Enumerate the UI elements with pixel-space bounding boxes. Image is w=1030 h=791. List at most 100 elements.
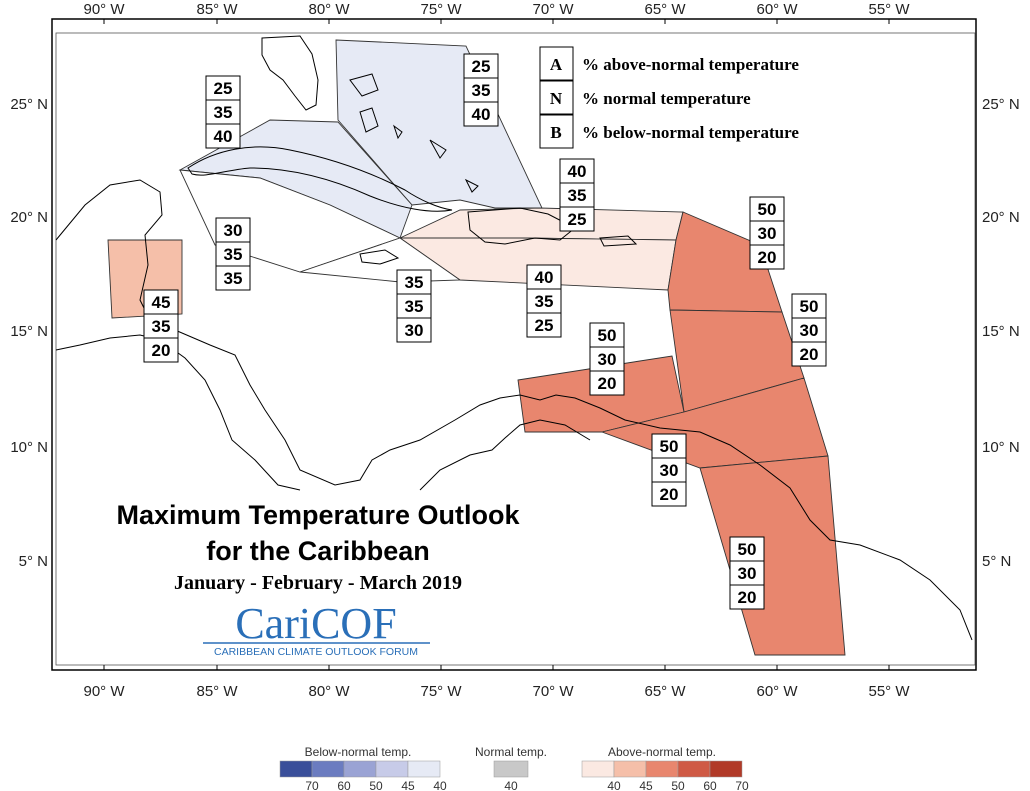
lon-label: 90° W (83, 1, 125, 18)
prob-value-A: 50 (738, 540, 757, 559)
prob-cell (651, 481, 687, 507)
lon-label: 65° W (644, 683, 686, 700)
colorbar-tick: 70 (305, 779, 319, 791)
prob-value-N: 30 (598, 350, 617, 369)
prob-value-N: 35 (472, 81, 491, 100)
prob-value-B: 40 (472, 105, 491, 124)
prob-cell (396, 317, 432, 343)
colorbar-swatch (709, 760, 743, 778)
prob-cell (589, 322, 625, 348)
prob-cell (559, 206, 595, 232)
map-title: Maximum Temperature Outlook for the Cari… (116, 500, 520, 594)
colorbar-swatch (613, 760, 647, 778)
colorbar-above-title: Above-normal temp. (608, 745, 716, 759)
lon-label: 60° W (756, 1, 798, 18)
prob-value-N: 35 (214, 103, 233, 122)
prob-value-B: 30 (405, 321, 424, 340)
inner-frame (55, 32, 976, 666)
logo-subtitle: CARIBBEAN CLIMATE OUTLOOK FORUM (214, 646, 418, 658)
prob-cell (396, 269, 432, 295)
prob-value-A: 35 (405, 273, 424, 292)
lat-label: 5° N (19, 553, 48, 570)
lon-labels-bottom: 90° W 85° W 80° W 75° W 70° W 65° W 60° … (83, 683, 910, 700)
lon-label: 55° W (868, 1, 910, 18)
prob-value-B: 20 (152, 341, 171, 360)
prob-value-A: 25 (472, 57, 491, 76)
prob-cell (205, 75, 241, 101)
prob-value-N: 30 (758, 224, 777, 243)
title-line1: Maximum Temperature Outlook (116, 500, 520, 530)
lon-label: 80° W (308, 683, 350, 700)
logo-name: CariCOF (235, 599, 396, 648)
colorbar-swatch (493, 760, 529, 778)
prob-value-A: 40 (535, 268, 554, 287)
prob-value-A: 45 (152, 293, 171, 312)
prob-value-N: 30 (800, 321, 819, 340)
prob-value-B: 20 (598, 374, 617, 393)
colorbar-swatch (311, 760, 345, 778)
lat-label: 10° N (982, 439, 1020, 456)
colorbar-tick: 40 (433, 779, 447, 791)
prob-value-A: 50 (598, 326, 617, 345)
colorbar-below-title: Below-normal temp. (305, 745, 412, 759)
colorbar-normal-title: Normal temp. (475, 745, 547, 759)
prob-cell (215, 265, 251, 291)
prob-value-A: 25 (214, 79, 233, 98)
prob-value-N: 35 (568, 186, 587, 205)
prob-cell (526, 312, 562, 338)
colorbar-tick: 60 (703, 779, 717, 791)
colorbar-tick: 50 (369, 779, 383, 791)
prob-value-B: 40 (214, 127, 233, 146)
colorbar-swatch (375, 760, 409, 778)
key-text: % normal temperature (582, 89, 751, 108)
colorbar-swatch (343, 760, 377, 778)
prob-cell (729, 560, 765, 586)
prob-cell (143, 313, 179, 339)
coastlines (55, 35, 973, 641)
colorbar-swatch (279, 760, 313, 778)
colorbar-swatch (677, 760, 711, 778)
key-letter: A (550, 55, 563, 74)
prob-cell (205, 123, 241, 149)
prob-value-A: 50 (660, 437, 679, 456)
lon-labels-top: 90° W 85° W 80° W 75° W 70° W 65° W 60° … (83, 1, 910, 18)
prob-cell (749, 244, 785, 270)
lon-label: 55° W (868, 683, 910, 700)
prob-cell (749, 196, 785, 222)
lon-label: 85° W (196, 1, 238, 18)
prob-cell (205, 99, 241, 125)
prob-value-B: 20 (660, 485, 679, 504)
prob-cell (143, 289, 179, 315)
prob-value-N: 35 (152, 317, 171, 336)
colorbar-swatch (407, 760, 441, 778)
lat-label: 15° N (10, 323, 48, 340)
lat-label: 5° N (982, 553, 1011, 570)
colorbar-tick: 70 (735, 779, 749, 791)
prob-cell (791, 341, 827, 367)
prob-value-B: 20 (758, 248, 777, 267)
forecast-zones (107, 39, 846, 656)
lon-label: 60° W (756, 683, 798, 700)
key-letter: B (550, 123, 561, 142)
prob-cell (143, 337, 179, 363)
prob-value-N: 35 (224, 245, 243, 264)
prob-value-B: 20 (800, 345, 819, 364)
colorbar-tick: 45 (639, 779, 653, 791)
prob-cell (651, 457, 687, 483)
lat-labels-left: 25° N 20° N 15° N 10° N 5° N (10, 96, 48, 570)
prob-cell (749, 220, 785, 246)
colorbar-tick: 45 (401, 779, 415, 791)
lon-label: 90° W (83, 683, 125, 700)
lon-label: 75° W (420, 1, 462, 18)
prob-value-A: 50 (758, 200, 777, 219)
prob-value-A: 30 (224, 221, 243, 240)
prob-cell (589, 346, 625, 372)
prob-value-B: 25 (535, 316, 554, 335)
prob-cell (463, 101, 499, 127)
colorbar-tick: 40 (607, 779, 621, 791)
colorbar: Below-normal temp. Normal temp. Above-no… (279, 745, 749, 791)
colorbar-tick: 60 (337, 779, 351, 791)
lat-label: 25° N (982, 96, 1020, 113)
lat-label: 20° N (982, 209, 1020, 226)
lon-label: 80° W (308, 1, 350, 18)
